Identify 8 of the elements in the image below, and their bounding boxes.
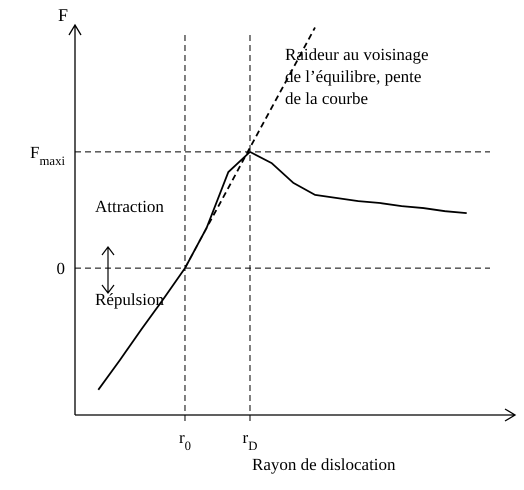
annotation: Attraction — [95, 197, 164, 216]
x-tick-label: r$_{0}$ — [178, 428, 192, 453]
y-axis-title: F — [58, 5, 68, 25]
text: Rayon de dislocation — [252, 455, 396, 474]
x-tick-label: r$_{D}$ — [242, 428, 258, 453]
ref-line-label: 0 — [56, 259, 65, 278]
ref-line-label: F$_{maxi}$ — [30, 142, 66, 168]
annotation: Répulsion — [95, 290, 164, 309]
